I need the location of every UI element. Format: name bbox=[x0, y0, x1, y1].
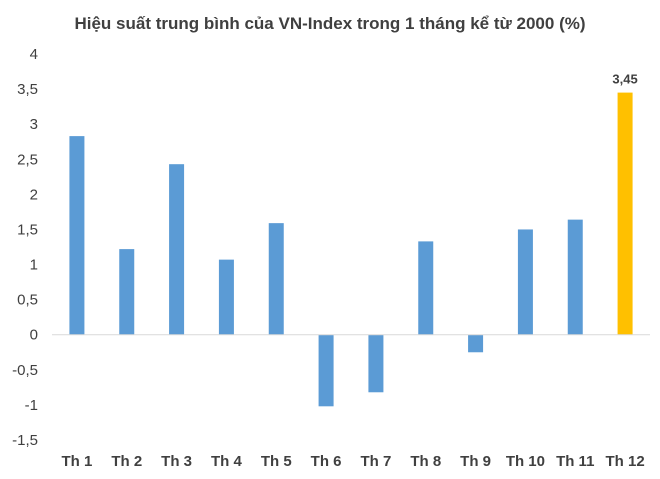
x-tick-label: Th 2 bbox=[111, 453, 142, 470]
x-tick-label: Th 9 bbox=[460, 453, 491, 470]
y-axis: 4 3,5 3 2,5 2 1,5 1 0,5 0 -0,5 -1 -1,5 bbox=[12, 46, 38, 449]
bar-4 bbox=[218, 259, 234, 335]
y-tick-label: -1 bbox=[25, 397, 38, 414]
y-tick-label: 4 bbox=[30, 46, 38, 63]
x-tick-label: Th 11 bbox=[556, 453, 594, 470]
y-tick-label: 2,5 bbox=[17, 151, 38, 168]
bar-10 bbox=[517, 229, 533, 335]
bar-3 bbox=[169, 164, 185, 335]
y-tick-label: 3 bbox=[30, 116, 38, 133]
y-tick-label: -0,5 bbox=[12, 362, 38, 379]
bar-12 bbox=[617, 92, 633, 335]
y-tick-label: 0,5 bbox=[17, 292, 38, 309]
x-tick-label: Th 4 bbox=[211, 453, 242, 470]
y-tick-label: 1 bbox=[30, 257, 38, 274]
bar-7 bbox=[368, 334, 384, 393]
x-axis: Th 1 Th 2 Th 3 Th 4 Th 5 Th 6 Th 7 Th 8 Th 9 Th 1… bbox=[61, 453, 644, 470]
x-tick-label: Th 3 bbox=[161, 453, 192, 470]
bar-1 bbox=[69, 136, 85, 335]
y-tick-label: 0 bbox=[30, 327, 38, 344]
y-tick-label: -1,5 bbox=[12, 432, 38, 449]
bar-11 bbox=[567, 219, 583, 335]
x-tick-label: Th 8 bbox=[410, 453, 441, 470]
bars-group bbox=[69, 92, 633, 407]
bar-9 bbox=[468, 334, 484, 353]
bar-6 bbox=[318, 334, 334, 407]
bar-5 bbox=[268, 223, 284, 335]
x-tick-label: Th 5 bbox=[261, 453, 292, 470]
x-tick-label: Th 10 bbox=[506, 453, 545, 470]
x-tick-label: Th 7 bbox=[360, 453, 391, 470]
data-labels-group: 3,45 bbox=[612, 72, 637, 87]
bar-2 bbox=[119, 249, 135, 335]
x-tick-label: Th 6 bbox=[311, 453, 342, 470]
x-tick-label: Th 1 bbox=[61, 453, 92, 470]
data-label: 3,45 bbox=[612, 72, 637, 87]
x-tick-label: Th 12 bbox=[605, 453, 644, 470]
y-tick-label: 1,5 bbox=[17, 221, 38, 238]
y-tick-label: 2 bbox=[30, 186, 38, 203]
chart-title: Hiệu suất trung bình của VN-Index trong … bbox=[74, 14, 586, 33]
y-tick-label: 3,5 bbox=[17, 81, 38, 98]
bar-8 bbox=[418, 241, 434, 335]
